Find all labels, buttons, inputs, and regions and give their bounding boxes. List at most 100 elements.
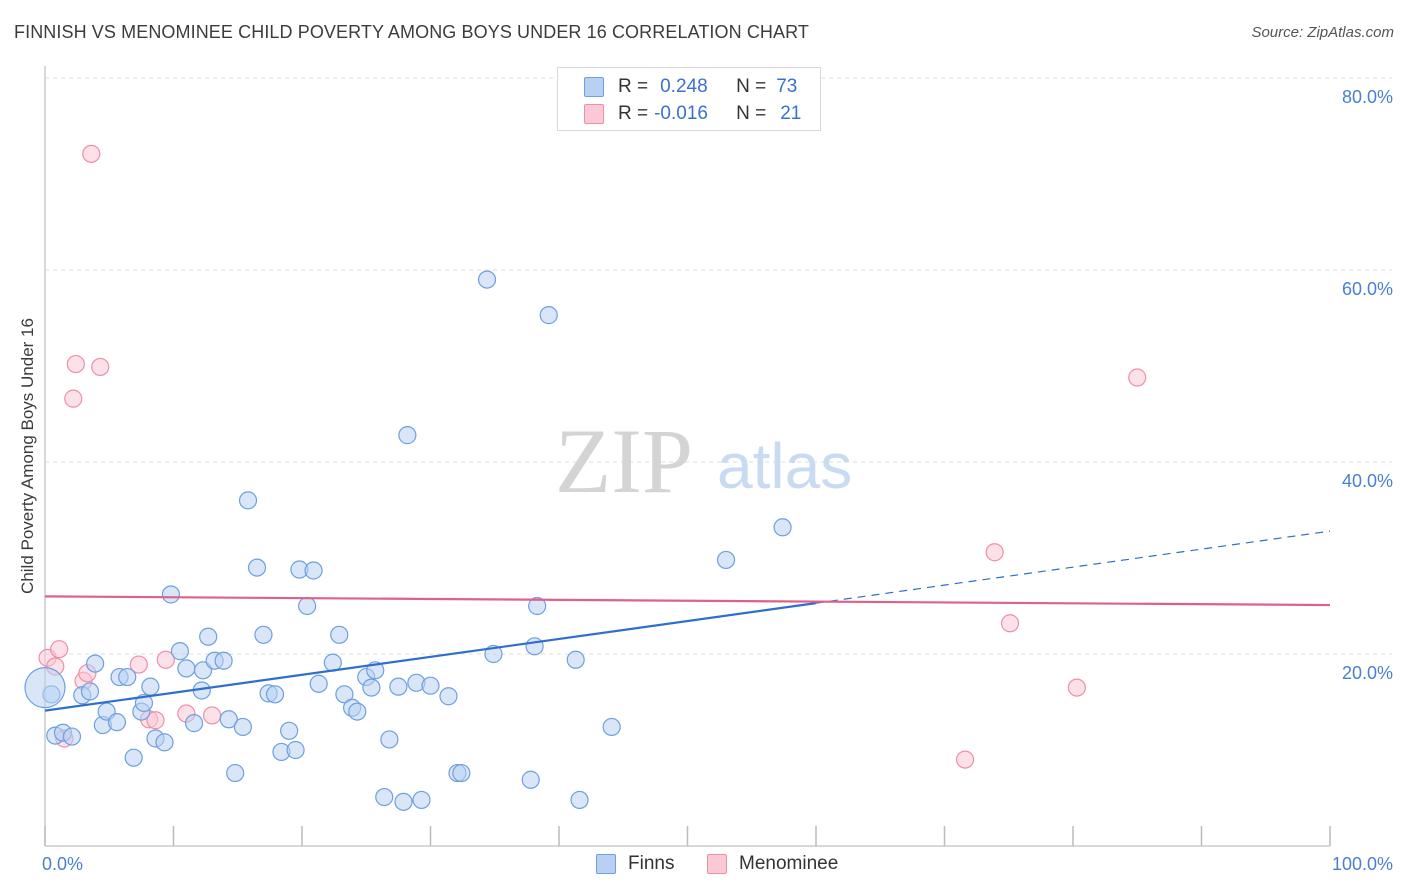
menominee-point xyxy=(156,650,175,669)
finns-point xyxy=(107,713,127,732)
menominee-n-value: 21 xyxy=(780,103,802,124)
finns-point xyxy=(161,585,181,604)
finns-point xyxy=(155,733,174,752)
menominee-r-value: -0.016 xyxy=(654,103,708,124)
finns-point xyxy=(124,748,143,767)
finns-point xyxy=(62,727,82,746)
menominee-point xyxy=(955,750,975,769)
finns-point xyxy=(439,687,458,706)
axes xyxy=(44,66,1331,847)
finns-point xyxy=(602,717,621,737)
n-label: N = xyxy=(736,103,767,124)
finns-point xyxy=(280,721,299,740)
finns-point xyxy=(421,676,440,695)
finns-swatch xyxy=(584,77,604,97)
finns-legend-label: Finns xyxy=(628,853,675,874)
menominee-point xyxy=(1128,368,1147,387)
y-tick-label: 80.0% xyxy=(1342,87,1393,107)
menominee-point xyxy=(1000,614,1020,633)
source-label: Source: ZipAtlas.com xyxy=(1251,24,1394,41)
grid-lines xyxy=(45,77,1392,655)
finns-point xyxy=(716,550,736,570)
finns-point xyxy=(375,787,394,807)
menominee-legend-label: Menominee xyxy=(739,853,839,874)
finns-point xyxy=(141,677,160,696)
menominee-point xyxy=(50,640,69,659)
finns-point xyxy=(219,710,238,729)
x-tick-label: 100.0% xyxy=(1332,854,1393,874)
finns-point xyxy=(265,685,285,704)
finns-point xyxy=(298,596,317,616)
finns-point xyxy=(254,625,273,644)
finns-point xyxy=(309,674,328,693)
finns-point xyxy=(412,790,431,810)
watermark-atlas: atlas xyxy=(717,430,852,502)
finns-point xyxy=(286,740,305,760)
r-label: R = xyxy=(618,103,649,124)
finns-point xyxy=(380,730,399,749)
stats-legend: R = 0.248 N = 73 R = -0.016 N = 21 xyxy=(557,67,821,131)
finns-trendline xyxy=(44,602,817,712)
finns-point xyxy=(773,518,792,537)
legend-row-menominee: R = -0.016 N = 21 xyxy=(584,102,801,126)
menominee-point xyxy=(202,706,222,725)
finns-point xyxy=(238,491,258,510)
finns-point xyxy=(389,677,408,696)
menominee-swatch xyxy=(584,104,604,124)
finns-points xyxy=(24,270,792,811)
finns-point xyxy=(304,561,323,580)
finns-point xyxy=(233,717,252,737)
menominee-point xyxy=(82,144,101,163)
finns-point xyxy=(521,770,540,789)
y-axis-label: Child Poverty Among Boys Under 16 xyxy=(18,318,37,594)
y-tick-label: 60.0% xyxy=(1342,279,1393,299)
n-label: N = xyxy=(736,76,767,97)
finns-point xyxy=(362,678,381,697)
finns-point xyxy=(247,558,267,577)
menominee-point xyxy=(985,543,1004,562)
finns-point xyxy=(528,596,547,616)
menominee-point xyxy=(91,357,110,377)
finns-point xyxy=(335,685,354,704)
finns-point xyxy=(226,763,245,783)
finns-n-value: 73 xyxy=(776,76,798,97)
r-label: R = xyxy=(618,76,649,97)
finns-point xyxy=(118,667,137,687)
menominee-point xyxy=(66,354,85,374)
menominee-trendline xyxy=(44,595,1331,607)
finns-point xyxy=(214,651,233,670)
finns-legend-swatch xyxy=(596,854,616,874)
finns-point xyxy=(170,642,190,661)
finns-point xyxy=(80,682,100,701)
chart-title: FINNISH VS MENOMINEE CHILD POVERTY AMONG… xyxy=(14,22,810,42)
finns-point xyxy=(134,693,154,713)
finns-point xyxy=(452,763,471,783)
y-tick-label: 20.0% xyxy=(1342,663,1393,683)
finns-point xyxy=(539,306,558,325)
finns-r-value: 0.248 xyxy=(660,76,708,97)
legend-item-finns: Finns xyxy=(596,852,674,876)
menominee-legend-swatch xyxy=(707,854,727,874)
finns-point xyxy=(525,637,544,656)
watermark-zip: ZIP xyxy=(555,410,693,512)
finns-point xyxy=(177,659,196,678)
finns-point xyxy=(86,654,105,673)
y-tick-label: 40.0% xyxy=(1342,471,1393,491)
finns-point xyxy=(477,270,497,289)
menominee-point xyxy=(64,389,83,408)
finns-point xyxy=(394,792,413,811)
x-tick-label: 0.0% xyxy=(42,854,83,874)
finns-point xyxy=(24,666,66,709)
finns-point xyxy=(566,650,585,669)
finns-point xyxy=(570,790,589,810)
tick-labels: 20.0% 40.0% 60.0% 80.0% 0.0% 100.0% xyxy=(42,87,1393,874)
finns-point xyxy=(184,714,204,733)
menominee-point xyxy=(129,655,148,674)
finns-point xyxy=(199,627,218,646)
finns-point xyxy=(330,625,349,644)
trendlines xyxy=(44,530,1331,712)
finns-point xyxy=(398,426,417,445)
finns-trendline-extension xyxy=(815,530,1331,604)
legend-row-finns: R = 0.248 N = 73 xyxy=(584,75,797,99)
